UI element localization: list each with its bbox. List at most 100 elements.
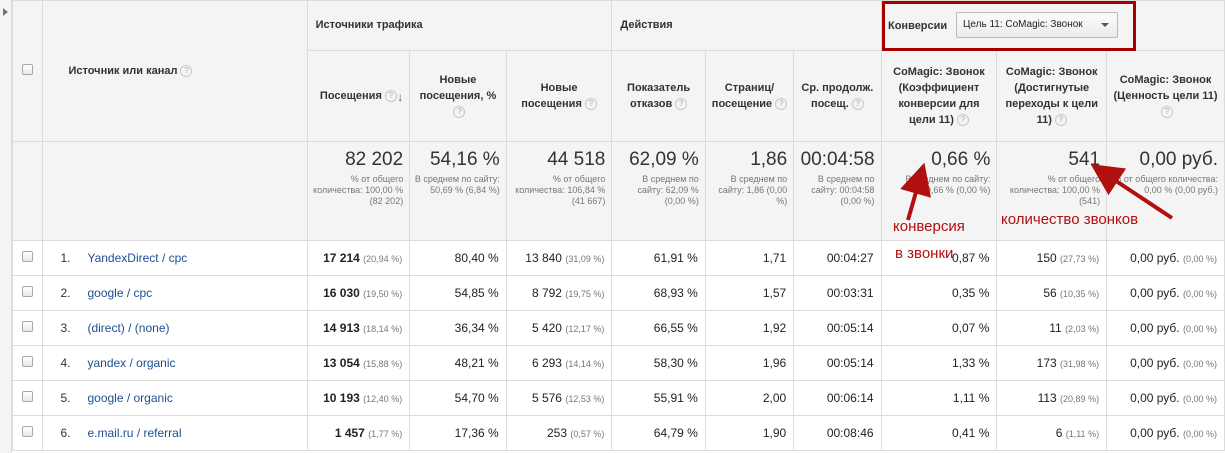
source-cell[interactable]: 1. YandexDirect / cpc: [42, 240, 308, 276]
annotation-conv-line1: конверсия: [893, 218, 965, 235]
col-goal-value[interactable]: CoMagic: Звонок (Ценность цели 11)?: [1106, 50, 1225, 142]
source-link[interactable]: google / cpc: [87, 286, 153, 300]
cell-bounce-rate: 58,30 %: [611, 345, 706, 381]
report-table: Источник или канал? Источники трафика Де…: [11, 0, 1225, 451]
help-icon[interactable]: ?: [453, 106, 466, 119]
help-icon[interactable]: ?: [956, 114, 969, 127]
cell-pages-per-session: 2,00: [704, 380, 795, 416]
row-select-cell[interactable]: [11, 310, 44, 346]
highlight-box: [882, 1, 1136, 51]
help-icon[interactable]: ?: [180, 65, 193, 78]
cell-conv-rate: 0,07 %: [880, 310, 998, 346]
source-link[interactable]: google / organic: [87, 391, 173, 405]
row-number: 2.: [60, 286, 71, 300]
sort-desc-arrow-icon[interactable]: ↓: [397, 90, 404, 104]
dimension-header[interactable]: Источник или канал?: [42, 0, 308, 142]
col-bounce-rate[interactable]: Показатель отказов?: [611, 50, 706, 142]
cell-conv-rate: 0,41 %: [880, 415, 998, 451]
cell-new-users: 13 840 (31,09 %): [505, 240, 613, 276]
help-icon[interactable]: ?: [584, 98, 597, 111]
cell-avg-duration: 00:08:46: [793, 415, 882, 451]
goal-selector-dropdown[interactable]: Цель 11: CoMagic: Звонок: [956, 12, 1118, 38]
row-checkbox[interactable]: [22, 251, 34, 262]
cell-new-sessions-pct: 36,34 %: [409, 310, 507, 346]
cell-bounce-rate: 68,93 %: [611, 275, 706, 311]
table-row[interactable]: 6. e.mail.ru / referral 1 457 (1,77 %) 17,3…: [11, 415, 1225, 451]
source-cell[interactable]: 4. yandex / organic: [42, 345, 308, 381]
total-new-sessions-pct: 54,16 % В среднем по сайту: 50,69 % (6,84…: [409, 141, 507, 241]
cell-bounce-rate: 61,91 %: [611, 240, 706, 276]
group-actions: Действия: [611, 0, 882, 51]
totals-row: 82 202% от общего количества: 100,00 % (…: [11, 141, 1225, 241]
cell-completions: 113 (20,89 %): [996, 380, 1108, 416]
col-new-users[interactable]: Новые посещения?: [505, 50, 613, 142]
row-checkbox[interactable]: [22, 286, 34, 297]
cell-avg-duration: 00:05:14: [793, 310, 882, 346]
source-cell[interactable]: 2. google / cpc: [42, 275, 308, 311]
row-checkbox[interactable]: [22, 356, 34, 367]
cell-sessions: 14 913 (18,14 %): [306, 310, 411, 346]
row-select-cell[interactable]: [11, 380, 44, 416]
col-completions[interactable]: CoMagic: Звонок (Достигнутые переходы к …: [996, 50, 1108, 142]
cell-new-users: 253 (0,57 %): [505, 415, 613, 451]
table-row[interactable]: 3. (direct) / (none) 14 913 (18,14 %) 36,34…: [11, 310, 1225, 346]
table-row[interactable]: 5. google / organic 10 193 (12,40 %) 54,70 …: [11, 380, 1225, 416]
select-all-checkbox[interactable]: [22, 64, 34, 75]
arrow-to-conv-rate: [900, 162, 931, 221]
col-sessions[interactable]: Посещения? ↓: [306, 50, 411, 142]
cell-new-sessions-pct: 48,21 %: [409, 345, 507, 381]
row-number: 6.: [60, 426, 71, 440]
cell-goal-value: 0,00 руб. (0,00 %): [1106, 240, 1225, 276]
select-all-cell[interactable]: [11, 0, 44, 142]
help-icon[interactable]: ?: [851, 98, 864, 111]
help-icon[interactable]: ?: [384, 90, 397, 103]
help-icon[interactable]: ?: [775, 98, 788, 111]
cell-conv-rate: 0,87 %: [880, 240, 998, 276]
source-link[interactable]: e.mail.ru / referral: [87, 426, 182, 440]
help-icon[interactable]: ?: [1161, 106, 1174, 119]
cell-conv-rate: 0,35 %: [880, 275, 998, 311]
col-avg-duration[interactable]: Ср. продолж. посещ.?: [793, 50, 882, 142]
cell-sessions: 13 054 (15,88 %): [306, 345, 411, 381]
arrow-to-completions: [1090, 164, 1174, 220]
source-link[interactable]: (direct) / (none): [87, 321, 170, 335]
total-avg-duration: 00:04:58 В среднем по сайту: 00:04:58 (0,…: [793, 141, 882, 241]
help-icon[interactable]: ?: [1054, 114, 1067, 127]
annotation-calls: количество звонков: [1001, 211, 1139, 228]
cell-new-sessions-pct: 80,40 %: [409, 240, 507, 276]
total-new-users: 44 518% от общего количества: 106,84 % (…: [505, 141, 613, 241]
cell-new-sessions-pct: 17,36 %: [409, 415, 507, 451]
group-traffic-sources: Источники трафика: [306, 0, 613, 51]
total-bounce-rate: 62,09 % В среднем по сайту: 62,09 % (0,00…: [611, 141, 706, 241]
table-row[interactable]: 4. yandex / organic 13 054 (15,88 %) 48,21 …: [11, 345, 1225, 381]
expand-arrow-icon[interactable]: [3, 8, 8, 16]
col-conv-rate[interactable]: CoMagic: Звонок (Коэффициент конверсии д…: [880, 50, 998, 142]
source-cell[interactable]: 6. e.mail.ru / referral: [42, 415, 308, 451]
row-select-cell[interactable]: [11, 240, 44, 276]
cell-sessions: 1 457 (1,77 %): [306, 415, 411, 451]
row-select-cell[interactable]: [11, 415, 44, 451]
cell-bounce-rate: 64,79 %: [611, 415, 706, 451]
row-number: 5.: [60, 391, 71, 405]
annotation-conv-line2: в звонки: [895, 245, 954, 262]
cell-avg-duration: 00:05:14: [793, 345, 882, 381]
row-checkbox[interactable]: [22, 321, 34, 332]
goal-selector-value: Цель 11: CoMagic: Звонок: [963, 19, 1083, 30]
col-pages-per-session[interactable]: Страниц/ посещение?: [704, 50, 795, 142]
table-row[interactable]: 2. google / cpc 16 030 (19,50 %) 54,85 % 8 7…: [11, 275, 1225, 311]
table-row[interactable]: 1. YandexDirect / cpc 17 214 (20,94 %) 80,4…: [11, 240, 1225, 276]
help-icon[interactable]: ?: [675, 98, 688, 111]
cell-avg-duration: 00:06:14: [793, 380, 882, 416]
row-checkbox[interactable]: [22, 426, 34, 437]
cell-new-sessions-pct: 54,70 %: [409, 380, 507, 416]
total-goal-value: 0,00 руб.% от общего количества: 0,00 % …: [1106, 141, 1225, 241]
source-link[interactable]: YandexDirect / cpc: [87, 251, 188, 265]
left-collapse-strip[interactable]: [0, 0, 12, 453]
cell-completions: 173 (31,98 %): [996, 345, 1108, 381]
row-select-cell[interactable]: [11, 275, 44, 311]
source-cell[interactable]: 5. google / organic: [42, 380, 308, 416]
row-checkbox[interactable]: [22, 391, 34, 402]
source-link[interactable]: yandex / organic: [87, 356, 176, 370]
cell-goal-value: 0,00 руб. (0,00 %): [1106, 415, 1225, 451]
